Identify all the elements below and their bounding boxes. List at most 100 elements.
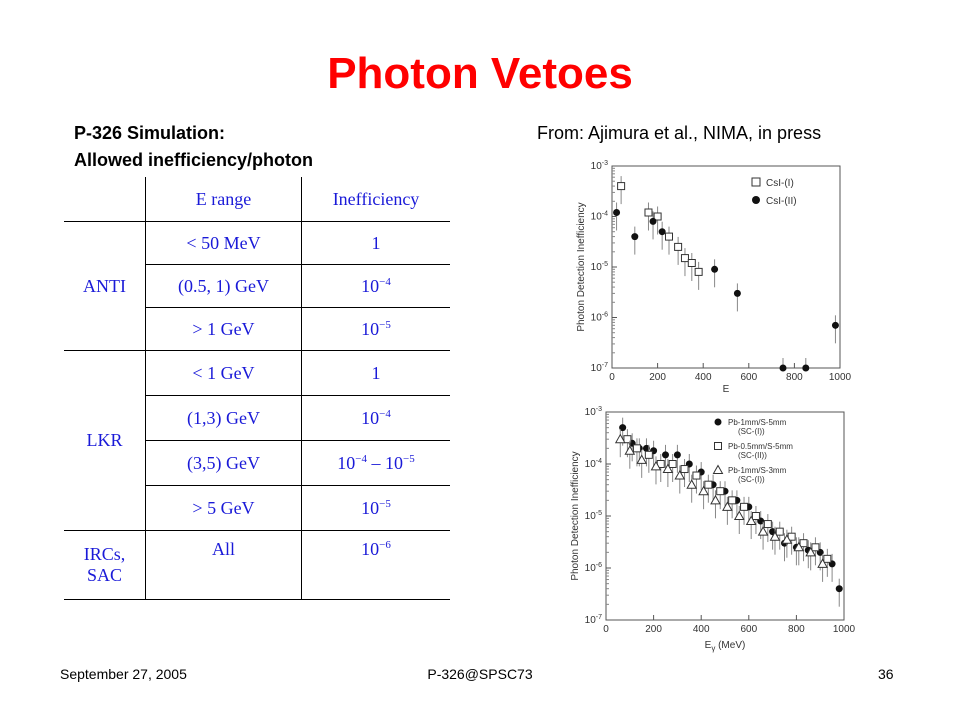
data-point-open-triangle <box>710 494 721 505</box>
subtitle-line-1: P-326 Simulation: <box>74 123 226 143</box>
y-tick-label: 10-6 <box>585 562 602 574</box>
data-point-open-triangle <box>624 445 636 455</box>
data-point-filled-circle <box>733 289 741 297</box>
data-point-open-square <box>823 554 832 563</box>
data-point-open-square <box>644 450 653 459</box>
x-tick-label: 400 <box>693 624 710 635</box>
legend-label: Pb-0.5mm/S-5mm <box>728 442 793 451</box>
table-row: (1,3) GeV 10−4 <box>64 395 450 441</box>
x-tick-label: 1000 <box>829 372 852 383</box>
y-axis-label: Photon Detection Inefficiency <box>570 451 581 580</box>
data-point-open-triangle <box>686 479 698 489</box>
inefficiency-cell: 1 <box>301 221 450 265</box>
table-row: (3,5) GeV 10−4 – 10−5 <box>64 440 450 486</box>
data-point-open-triangle <box>805 546 817 557</box>
data-point-open-square <box>665 232 673 241</box>
y-tick-label: 10-7 <box>585 614 602 626</box>
data-point-filled-circle <box>802 364 810 372</box>
data-point-open-square <box>687 259 696 268</box>
table-row: (0.5, 1) GeV 10−4 <box>64 264 450 308</box>
data-point-filled-circle <box>714 418 722 426</box>
range-cell: < 1 GeV <box>145 350 302 396</box>
legend-note: (SC-(I)) <box>738 475 765 484</box>
data-point-filled-circle <box>673 451 681 459</box>
x-axis-label: Eγ (MeV) <box>705 640 746 653</box>
inefficiency-cell: 10−4 – 10−5 <box>301 440 450 486</box>
data-point-open-square <box>632 444 641 453</box>
data-point-open-triangle <box>817 558 828 568</box>
data-point-open-square <box>751 177 761 187</box>
table-row: LKR < 1 GeV 1 <box>64 350 450 531</box>
inefficiency-cell: 10−5 <box>301 485 450 531</box>
footer-date: September 27, 2005 <box>60 666 187 682</box>
data-point-open-square <box>623 435 632 444</box>
y-tick-label: 10-5 <box>591 261 608 273</box>
data-point-open-triangle <box>636 454 648 464</box>
data-point-open-square <box>775 527 784 536</box>
data-point-open-triangle <box>793 541 805 552</box>
plot-frame <box>605 411 845 621</box>
legend-label: Pb-1mm/S-3mm <box>728 466 787 475</box>
range-cell: All <box>145 530 302 600</box>
data-point-filled-circle <box>613 209 621 217</box>
data-point-open-square <box>668 460 677 468</box>
data-point-open-triangle <box>781 534 793 544</box>
data-point-open-triangle <box>650 460 662 471</box>
data-point-open-triangle <box>712 464 724 474</box>
group-ircs-sac: IRCs, SAC <box>64 530 146 600</box>
data-point-open-triangle <box>698 485 709 496</box>
header-inefficiency: Inefficiency <box>301 177 450 222</box>
y-tick-label: 10-4 <box>585 458 602 470</box>
x-tick-label: 1000 <box>833 624 856 635</box>
x-tick-label: 200 <box>649 372 666 383</box>
bottom-plot-svg: 10-3 10-4 10-5 10-6 10-70 200 400 600 800 1000 Pho… <box>570 406 856 653</box>
header-e-range: E range <box>145 177 302 222</box>
range-cell: (3,5) GeV <box>145 440 302 486</box>
x-tick-label: 0 <box>609 372 615 383</box>
data-point-filled-circle <box>711 265 719 273</box>
x-tick-label: 400 <box>695 372 712 383</box>
table-row: > 5 GeV 10−5 <box>64 485 450 531</box>
footer-page-number: 36 <box>878 666 894 682</box>
data-point-open-triangle <box>614 433 626 444</box>
range-cell: > 5 GeV <box>145 485 302 531</box>
top-efficiency-plot: 10-3 10-4 10-5 10-6 10-7 0 200 400 600 800 1000 Pho… <box>562 156 852 396</box>
data-point-open-square <box>644 208 653 217</box>
legend-label: CsI-(II) <box>766 196 797 207</box>
data-point-filled-circle <box>752 196 760 204</box>
y-tick-label: 10-5 <box>585 510 602 522</box>
slide-title: Photon Vetoes <box>327 49 633 98</box>
x-axis-label: E <box>723 384 730 395</box>
data-point-open-square <box>694 267 703 276</box>
legend-note: (SC-(II)) <box>738 451 767 460</box>
group-anti: ANTI <box>64 221 146 351</box>
footer-center: P-326@SPSC73 <box>427 666 533 682</box>
inefficiency-cell: 1 <box>301 350 450 396</box>
range-cell: (1,3) GeV <box>145 395 302 441</box>
x-tick-label: 800 <box>788 624 805 635</box>
table-corner-cell <box>64 177 146 222</box>
inefficiency-table: E range Inefficiency ANTI < 50 MeV 1 (0.… <box>64 177 450 600</box>
data-point-filled-circle <box>631 233 639 241</box>
data-point-filled-circle <box>619 424 627 432</box>
data-point-filled-circle <box>779 364 787 372</box>
top-plot-svg: 10-3 10-4 10-5 10-6 10-70 200 400 600 800 1000 Pho… <box>576 160 852 395</box>
data-point-filled-circle <box>649 217 657 225</box>
data-point-open-square <box>653 212 662 221</box>
legend-label: CsI-(I) <box>766 178 794 189</box>
x-tick-label: 600 <box>740 372 757 383</box>
inefficiency-cell: 10−6 <box>301 530 450 600</box>
data-point-open-square <box>728 496 737 505</box>
y-tick-label: 10-4 <box>591 211 608 223</box>
data-point-open-square <box>617 182 626 191</box>
subtitle-line-2: Allowed inefficiency/photon <box>74 150 314 170</box>
x-tick-label: 800 <box>786 372 803 383</box>
inefficiency-cell: 10−4 <box>301 395 450 441</box>
y-tick-label: 10-6 <box>591 312 608 324</box>
data-point-open-square <box>740 502 749 511</box>
table-row: > 1 GeV 10−5 <box>64 307 450 351</box>
range-cell: (0.5, 1) GeV <box>145 264 302 308</box>
table-row: IRCs, SAC All 10−6 <box>64 530 450 600</box>
data-point-filled-circle <box>662 451 669 459</box>
range-cell: < 50 MeV <box>145 221 302 265</box>
